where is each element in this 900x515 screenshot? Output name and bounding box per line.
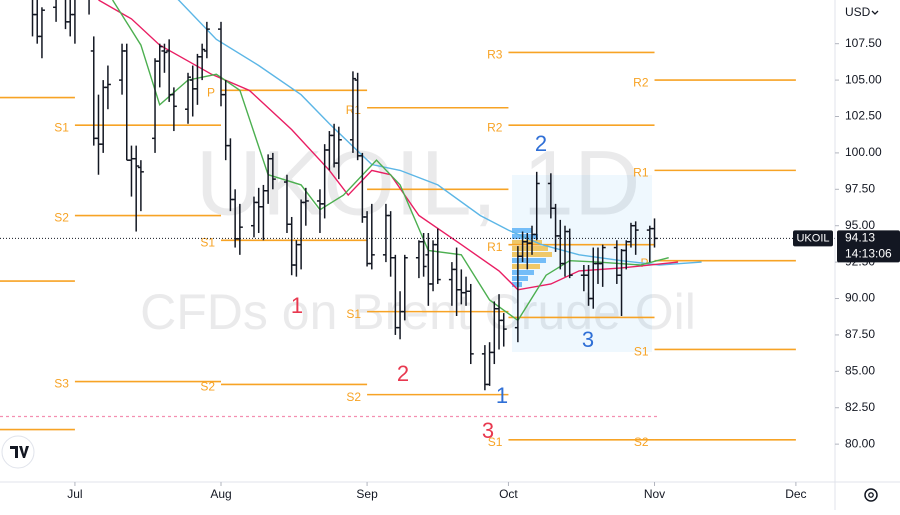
y-tick-label: 95.00 [845, 218, 875, 232]
annotation: 1 [291, 293, 303, 318]
x-tick-label: Aug [210, 487, 231, 501]
x-tick-label: Sep [356, 487, 378, 501]
y-tick-label: 82.50 [845, 400, 875, 414]
y-tick-label: 107.50 [845, 36, 882, 50]
y-tick-label: 105.00 [845, 72, 882, 86]
pivot-label: R1 [633, 166, 649, 180]
y-tick-label: 87.50 [845, 327, 875, 341]
y-tick-label: 90.00 [845, 291, 875, 305]
annotation: 1 [496, 383, 508, 408]
annotation: 3 [582, 327, 594, 352]
symbol-tag [793, 230, 833, 247]
pivot-label: R2 [487, 120, 503, 134]
pivot-label: S1 [54, 120, 69, 134]
tradingview-logo[interactable] [1, 435, 35, 469]
pivot-label: S2 [634, 435, 649, 449]
watermark-title: UKOIL, 1D [196, 132, 641, 234]
y-tick-label: 102.50 [845, 109, 882, 123]
x-tick-label: Nov [644, 487, 665, 501]
range-box [512, 175, 652, 352]
price-tag [837, 230, 900, 263]
currency-chevron[interactable] [871, 10, 879, 15]
price-tag-countdown: 14:13:06 [845, 247, 892, 261]
pivot-label: S1 [346, 307, 361, 321]
pivot-label: P [207, 85, 215, 99]
y-tick-label: 100.00 [845, 145, 882, 159]
x-tick-label: Jul [67, 487, 82, 501]
price-tag-value: 94.13 [845, 231, 875, 245]
pivot-label: S2 [346, 390, 361, 404]
ohlc-bars [31, 0, 658, 391]
moving-average-line [98, 0, 679, 291]
symbol-tag-text: UKOIL [796, 232, 829, 244]
pivot-label: R2 [633, 75, 649, 89]
pivot-label: R3 [487, 48, 503, 62]
annotation: 2 [535, 131, 547, 156]
y-tick-label: 80.00 [845, 436, 875, 450]
pivot-label: S2 [200, 380, 215, 394]
plot-area: UKOIL, 1D CFDs on Brent Crude Oil S1S2S3… [0, 0, 835, 449]
x-tick-label: Oct [499, 487, 518, 501]
pivot-label: S3 [54, 377, 69, 391]
currency-label[interactable]: USD [845, 5, 871, 19]
y-tick-label: 97.50 [845, 181, 875, 195]
pivot-label: S1 [200, 235, 215, 249]
y-tick-label: 85.00 [845, 364, 875, 378]
pivot-label: R1 [487, 240, 503, 254]
annotation: 3 [482, 418, 494, 443]
settings-gear[interactable] [864, 488, 878, 502]
pivot-label: S2 [54, 211, 69, 225]
moving-average-line [177, 0, 702, 266]
x-tick-label: Dec [785, 487, 806, 501]
pivot-label: S1 [488, 435, 503, 449]
annotation: 2 [397, 361, 409, 386]
pivot-label: S1 [634, 345, 649, 359]
